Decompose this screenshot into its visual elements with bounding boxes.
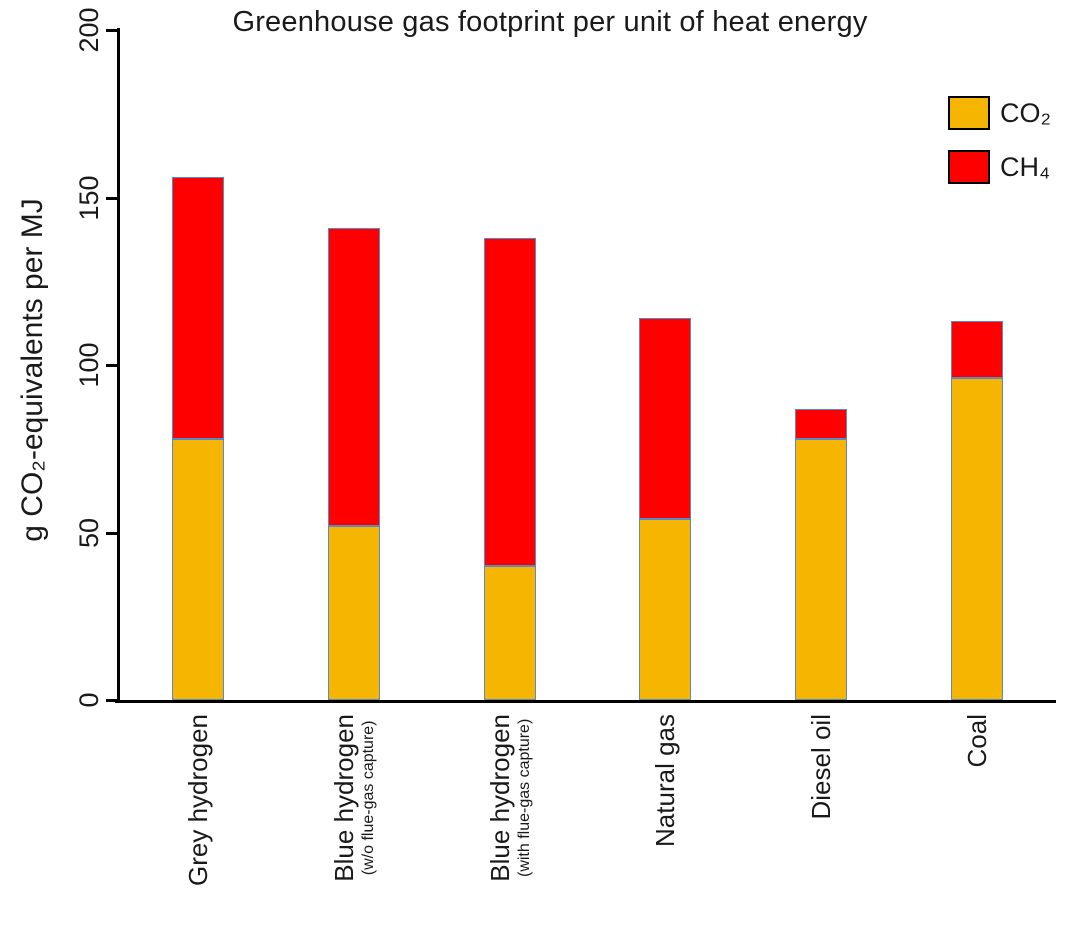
x-category-label: Coal bbox=[962, 714, 992, 767]
bar-segment-ch4 bbox=[483, 237, 536, 566]
bar-segment-co2 bbox=[951, 378, 1004, 700]
x-category-label-main: Grey hydrogen bbox=[182, 714, 213, 886]
x-category-label: Diesel oil bbox=[806, 714, 836, 820]
x-category-label-main: Diesel oil bbox=[806, 714, 837, 820]
x-category-label-main: Natural gas bbox=[650, 714, 681, 847]
y-axis-tick bbox=[106, 196, 117, 200]
x-category-label: Blue hydrogen (w/o flue-gas capture) bbox=[329, 714, 379, 882]
bar-segment-co2 bbox=[483, 565, 536, 700]
x-category-label: Blue hydrogen (with flue-gas capture) bbox=[485, 714, 535, 882]
y-tick-label: 50 bbox=[74, 517, 104, 548]
x-category-label-sub: (with flue-gas capture) bbox=[515, 718, 533, 877]
bar-segment-ch4 bbox=[327, 227, 380, 526]
y-tick-label: 100 bbox=[74, 342, 104, 388]
bar-stack bbox=[171, 177, 224, 700]
y-tick-label: 200 bbox=[74, 7, 104, 53]
bar-segment-co2 bbox=[171, 438, 224, 700]
bar-segment-ch4 bbox=[795, 408, 848, 439]
y-axis-tick bbox=[106, 29, 117, 32]
x-category-label-main: Blue hydrogen bbox=[484, 714, 515, 882]
legend-swatch-co2 bbox=[948, 96, 990, 130]
bar-stack bbox=[951, 321, 1004, 700]
legend-item-ch4: CH₄ bbox=[948, 150, 1051, 184]
bar-segment-co2 bbox=[795, 438, 848, 700]
x-category-label-sub: (w/o flue-gas capture) bbox=[359, 720, 377, 876]
y-axis-tick bbox=[106, 531, 117, 535]
bar-stack bbox=[639, 318, 692, 700]
x-category-label-main: Coal bbox=[962, 714, 993, 768]
legend-label-ch4: CH₄ bbox=[1000, 151, 1051, 182]
legend-item-co2: CO₂ bbox=[948, 96, 1051, 130]
bar-segment-co2 bbox=[639, 519, 692, 700]
bar-stack bbox=[795, 408, 848, 700]
x-category-label: Natural gas bbox=[650, 714, 680, 847]
bar-segment-ch4 bbox=[639, 318, 692, 520]
legend: CO₂ CH₄ bbox=[948, 96, 1051, 184]
x-category-label: Grey hydrogen bbox=[183, 714, 213, 886]
y-tick-label: 150 bbox=[74, 174, 104, 221]
bar-segment-ch4 bbox=[171, 177, 224, 439]
x-axis-line bbox=[115, 700, 1056, 703]
bar-segment-ch4 bbox=[951, 321, 1004, 379]
bar-segment-co2 bbox=[327, 525, 380, 700]
y-axis-line bbox=[117, 28, 120, 703]
legend-label-co2: CO₂ bbox=[1000, 97, 1051, 128]
legend-swatch-ch4 bbox=[948, 150, 990, 184]
bar-stack bbox=[327, 227, 380, 700]
y-axis-tick bbox=[106, 699, 117, 702]
y-axis-label: g CO₂-equivalents per MJ bbox=[16, 198, 49, 542]
y-axis-tick bbox=[106, 364, 117, 367]
y-tick-label: 0 bbox=[74, 692, 104, 708]
chart-title: Greenhouse gas footprint per unit of hea… bbox=[232, 6, 868, 38]
bar-stack bbox=[483, 237, 536, 700]
x-category-label-main: Blue hydrogen bbox=[328, 714, 359, 882]
